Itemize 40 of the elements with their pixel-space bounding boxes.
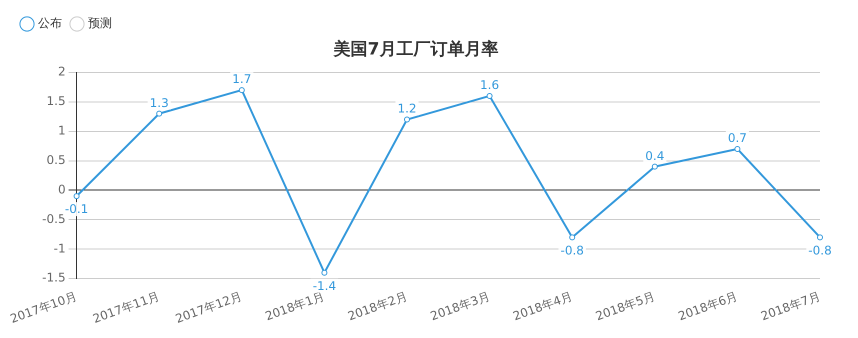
point — [569, 234, 576, 240]
data-label: 1.6 — [480, 78, 500, 92]
x-tick-label: 2018年7月 — [758, 288, 822, 324]
y-tick-label: -0.5 — [42, 212, 66, 226]
y-tick-label: -1 — [54, 241, 66, 256]
data-label: 1.3 — [150, 96, 169, 110]
legend-label: 公布 — [38, 16, 62, 30]
point — [404, 116, 410, 123]
data-label: -0.8 — [808, 243, 832, 258]
x-tick-label: 2018年2月 — [346, 288, 410, 324]
y-tick-label: 1.5 — [46, 94, 66, 108]
y-tick-label: -1.5 — [42, 270, 66, 285]
x-tick-label: 2018年6月 — [676, 288, 740, 324]
point — [238, 87, 245, 94]
point — [156, 110, 162, 117]
y-tick-label: 1 — [58, 123, 66, 138]
x-tick-label: 2017年11月 — [90, 288, 162, 326]
x-tick-label: 2017年12月 — [174, 288, 244, 326]
y-tick-label: 0.5 — [46, 152, 66, 167]
point — [734, 146, 740, 152]
data-label: 0.7 — [728, 131, 747, 146]
x-tick-label: 2017年10月 — [8, 288, 79, 326]
chart-title: 美国7月工厂订单月率 — [332, 40, 498, 60]
y-tick-label: 0 — [58, 182, 66, 196]
data-label: 1.7 — [232, 72, 252, 86]
point — [652, 164, 658, 170]
data-label: -0.8 — [560, 243, 584, 258]
point — [321, 270, 328, 276]
point — [486, 92, 493, 99]
data-label: -1.4 — [312, 278, 336, 293]
y-tick-label: 2 — [58, 64, 66, 79]
legend-label: 预测 — [88, 16, 112, 30]
point — [817, 234, 823, 240]
data-label: -0.1 — [64, 202, 88, 216]
x-tick-label: 2018年3月 — [428, 288, 492, 324]
x-tick-label: 2018年5月 — [594, 288, 657, 324]
data-label: 1.2 — [397, 102, 417, 116]
data-label: 0.4 — [645, 148, 664, 163]
x-tick-label: 2018年4月 — [511, 288, 574, 324]
point — [74, 193, 80, 200]
